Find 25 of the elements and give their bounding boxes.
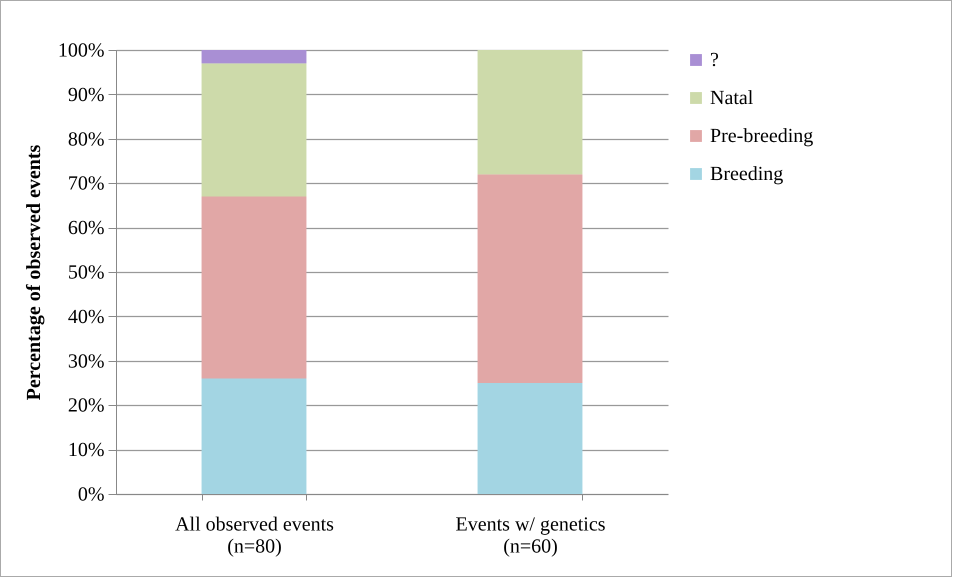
y-tick-label: 30% [68, 350, 104, 372]
x-tick-label: Events w/ genetics (n=60) [456, 514, 606, 558]
y-tick-label: 10% [68, 439, 104, 462]
y-tick-label: 70% [68, 172, 104, 195]
y-axis-title: Percentage of observed events [22, 144, 45, 400]
legend-label: Pre-breeding [710, 125, 814, 147]
x-tick-label: All observed events (n=80) [175, 514, 334, 558]
y-tick-label: 0% [78, 484, 104, 506]
bar [478, 50, 582, 174]
y-tick-label: 60% [68, 217, 104, 240]
bar [478, 174, 582, 383]
bar [202, 50, 306, 64]
y-tick-label: 50% [68, 262, 104, 284]
legend-label: Natal [710, 87, 754, 109]
y-tick-label: 40% [68, 306, 104, 328]
y-tick-label: 80% [68, 128, 104, 150]
bar [202, 63, 306, 197]
legend-label: Breeding [710, 163, 784, 185]
bar [202, 378, 306, 494]
y-tick-label: 20% [68, 394, 104, 417]
bar [202, 196, 306, 379]
y-tick-label: 100% [58, 40, 104, 62]
y-tick-label: 90% [68, 84, 104, 106]
legend-label: ? [710, 49, 719, 71]
bar [478, 383, 582, 494]
